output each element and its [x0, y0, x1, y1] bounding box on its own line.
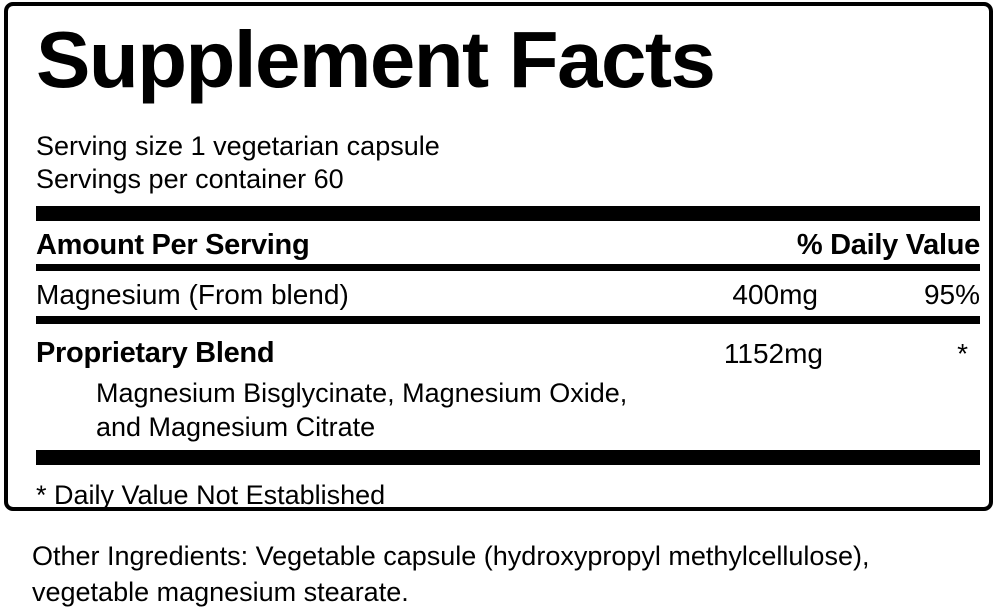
rule-above-footnote — [36, 450, 980, 465]
table-row: Magnesium (From blend) 400mg 95% — [36, 278, 980, 312]
nutrient-name: Magnesium (From blend) — [36, 279, 349, 310]
nutrient-daily-value: 95% — [923, 279, 980, 310]
serving-information: Serving size 1 vegetarian capsule Servin… — [36, 130, 440, 196]
blend-ingredient-list: Magnesium Bisglycinate, Magnesium Oxide,… — [96, 376, 896, 444]
blend-name: Proprietary Blend — [36, 337, 275, 369]
list-item: Magnesium Bisglycinate, Magnesium Oxide, — [96, 378, 628, 408]
percent-daily-value-header: % Daily Value — [796, 229, 980, 261]
page-title: Supplement Facts — [36, 15, 716, 104]
table-row: Proprietary Blend 1152mg * — [36, 335, 980, 371]
servings-per-container-line: Servings per container 60 — [36, 164, 344, 194]
nutrient-amount: 400mg — [732, 279, 818, 310]
serving-size-line: Serving size 1 vegetarian capsule — [36, 131, 440, 161]
amount-per-serving-header: Amount Per Serving — [36, 229, 310, 261]
other-ingredients-line: vegetable magnesium stearate. — [32, 577, 409, 607]
list-item: and Magnesium Citrate — [96, 412, 376, 442]
panel-content: Supplement Facts Serving size 1 vegetari… — [36, 6, 980, 510]
rule-above-table-header — [36, 206, 980, 221]
rule-above-proprietary-blend — [36, 316, 980, 324]
other-ingredients-block: Other Ingredients: Vegetable capsule (hy… — [32, 538, 992, 610]
other-ingredients-line: Other Ingredients: Vegetable capsule (hy… — [32, 541, 870, 571]
blend-amount: 1152mg — [723, 338, 823, 369]
rule-below-table-header — [36, 264, 980, 271]
blend-daily-value: * — [957, 338, 968, 369]
daily-value-footnote: * Daily Value Not Established — [36, 480, 386, 510]
supplement-facts-panel: Supplement Facts Serving size 1 vegetari… — [4, 2, 993, 511]
table-header-row: Amount Per Serving % Daily Value — [36, 228, 980, 262]
